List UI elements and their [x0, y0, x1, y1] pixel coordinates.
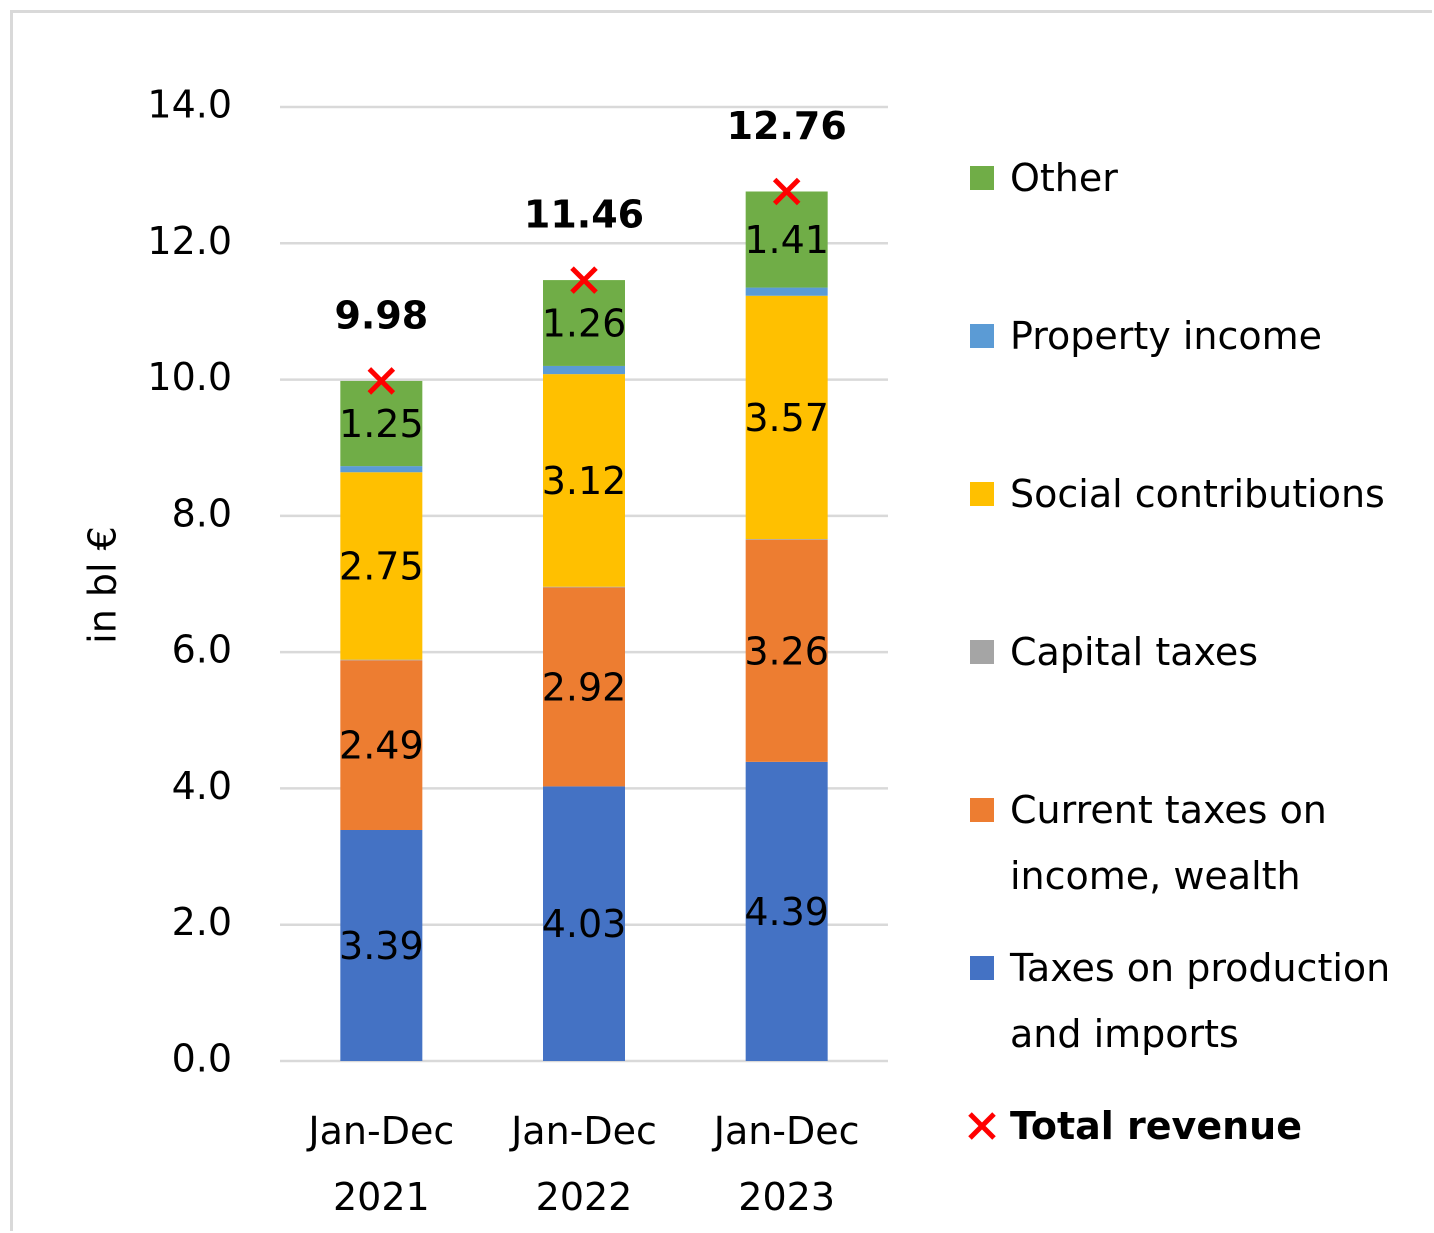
bar-segment — [745, 539, 828, 762]
legend-swatch — [970, 798, 994, 822]
marker-stroke — [367, 367, 396, 395]
data-label: 3.12 — [542, 459, 627, 503]
data-label: 2.92 — [542, 665, 627, 709]
legend-label: Current taxes on income, wealth — [1010, 788, 1327, 898]
legend-label: Capital taxes — [1010, 630, 1259, 674]
bar-segment — [543, 786, 625, 1061]
legend-swatch — [970, 482, 994, 506]
chart-frame — [10, 10, 1432, 1231]
bar-segment — [543, 280, 625, 366]
data-label: 3.57 — [744, 396, 829, 440]
y-tick-label: 8.0 — [172, 491, 232, 535]
data-label: 1.26 — [542, 302, 627, 346]
data-label: 4.39 — [744, 890, 829, 934]
legend-label: Other — [1010, 156, 1118, 200]
x-tick-label: Jan-Dec 2021 — [308, 1109, 455, 1219]
data-label: 3.26 — [744, 629, 829, 673]
y-tick-label: 4.0 — [172, 764, 232, 808]
total-label: 9.98 — [334, 293, 428, 337]
legend-label: Taxes on production and imports — [1010, 946, 1391, 1056]
data-label: 1.25 — [339, 402, 424, 446]
marker-stroke — [968, 1112, 996, 1140]
bar-segment — [543, 365, 625, 375]
legend-swatch — [970, 956, 994, 980]
total-marker — [367, 367, 396, 395]
total-label: 11.46 — [524, 193, 644, 237]
bar-segment — [745, 191, 828, 288]
marker-stroke — [570, 266, 598, 294]
bar-segment — [543, 374, 625, 587]
bar-segment — [543, 587, 625, 787]
marker-stroke — [772, 177, 801, 206]
data-label: 1.41 — [744, 218, 829, 262]
bar-segment — [340, 466, 423, 473]
legend-label: Total revenue — [1010, 1104, 1302, 1148]
x-tick-label: Jan-Dec 2023 — [713, 1109, 860, 1219]
y-tick-label: 6.0 — [172, 628, 232, 672]
legend-label: Property income — [1010, 314, 1323, 358]
bar-segment — [340, 472, 423, 660]
bar-segment — [745, 539, 828, 540]
bar-segment — [745, 295, 828, 540]
data-label: 3.39 — [339, 924, 424, 968]
legend-swatch — [970, 640, 994, 664]
y-tick-label: 10.0 — [147, 355, 232, 399]
x-tick-label: Jan-Dec 2022 — [511, 1109, 657, 1219]
legend-swatch — [970, 324, 994, 348]
y-tick-label: 0.0 — [172, 1037, 232, 1081]
bar-segment — [340, 659, 423, 661]
total-marker — [772, 177, 801, 206]
bar-segment — [340, 829, 423, 1061]
bar-segment — [745, 287, 828, 296]
legend-marker — [968, 1112, 996, 1140]
total-marker — [570, 266, 598, 294]
data-label: 2.75 — [339, 544, 424, 588]
bar-segment — [745, 761, 828, 1061]
bar-segment — [340, 660, 423, 830]
legend-label: Social contributions — [1010, 472, 1385, 516]
y-tick-label: 2.0 — [172, 900, 232, 944]
y-tick-label: 14.0 — [147, 83, 232, 127]
bar-segment — [543, 586, 625, 588]
bar-segment — [340, 380, 423, 467]
total-label: 12.76 — [727, 104, 847, 148]
y-tick-label: 12.0 — [147, 219, 232, 263]
data-label: 4.03 — [542, 902, 627, 946]
data-label: 2.49 — [339, 724, 424, 768]
legend-swatch — [970, 166, 994, 190]
y-axis-title: in bl € — [81, 526, 125, 644]
